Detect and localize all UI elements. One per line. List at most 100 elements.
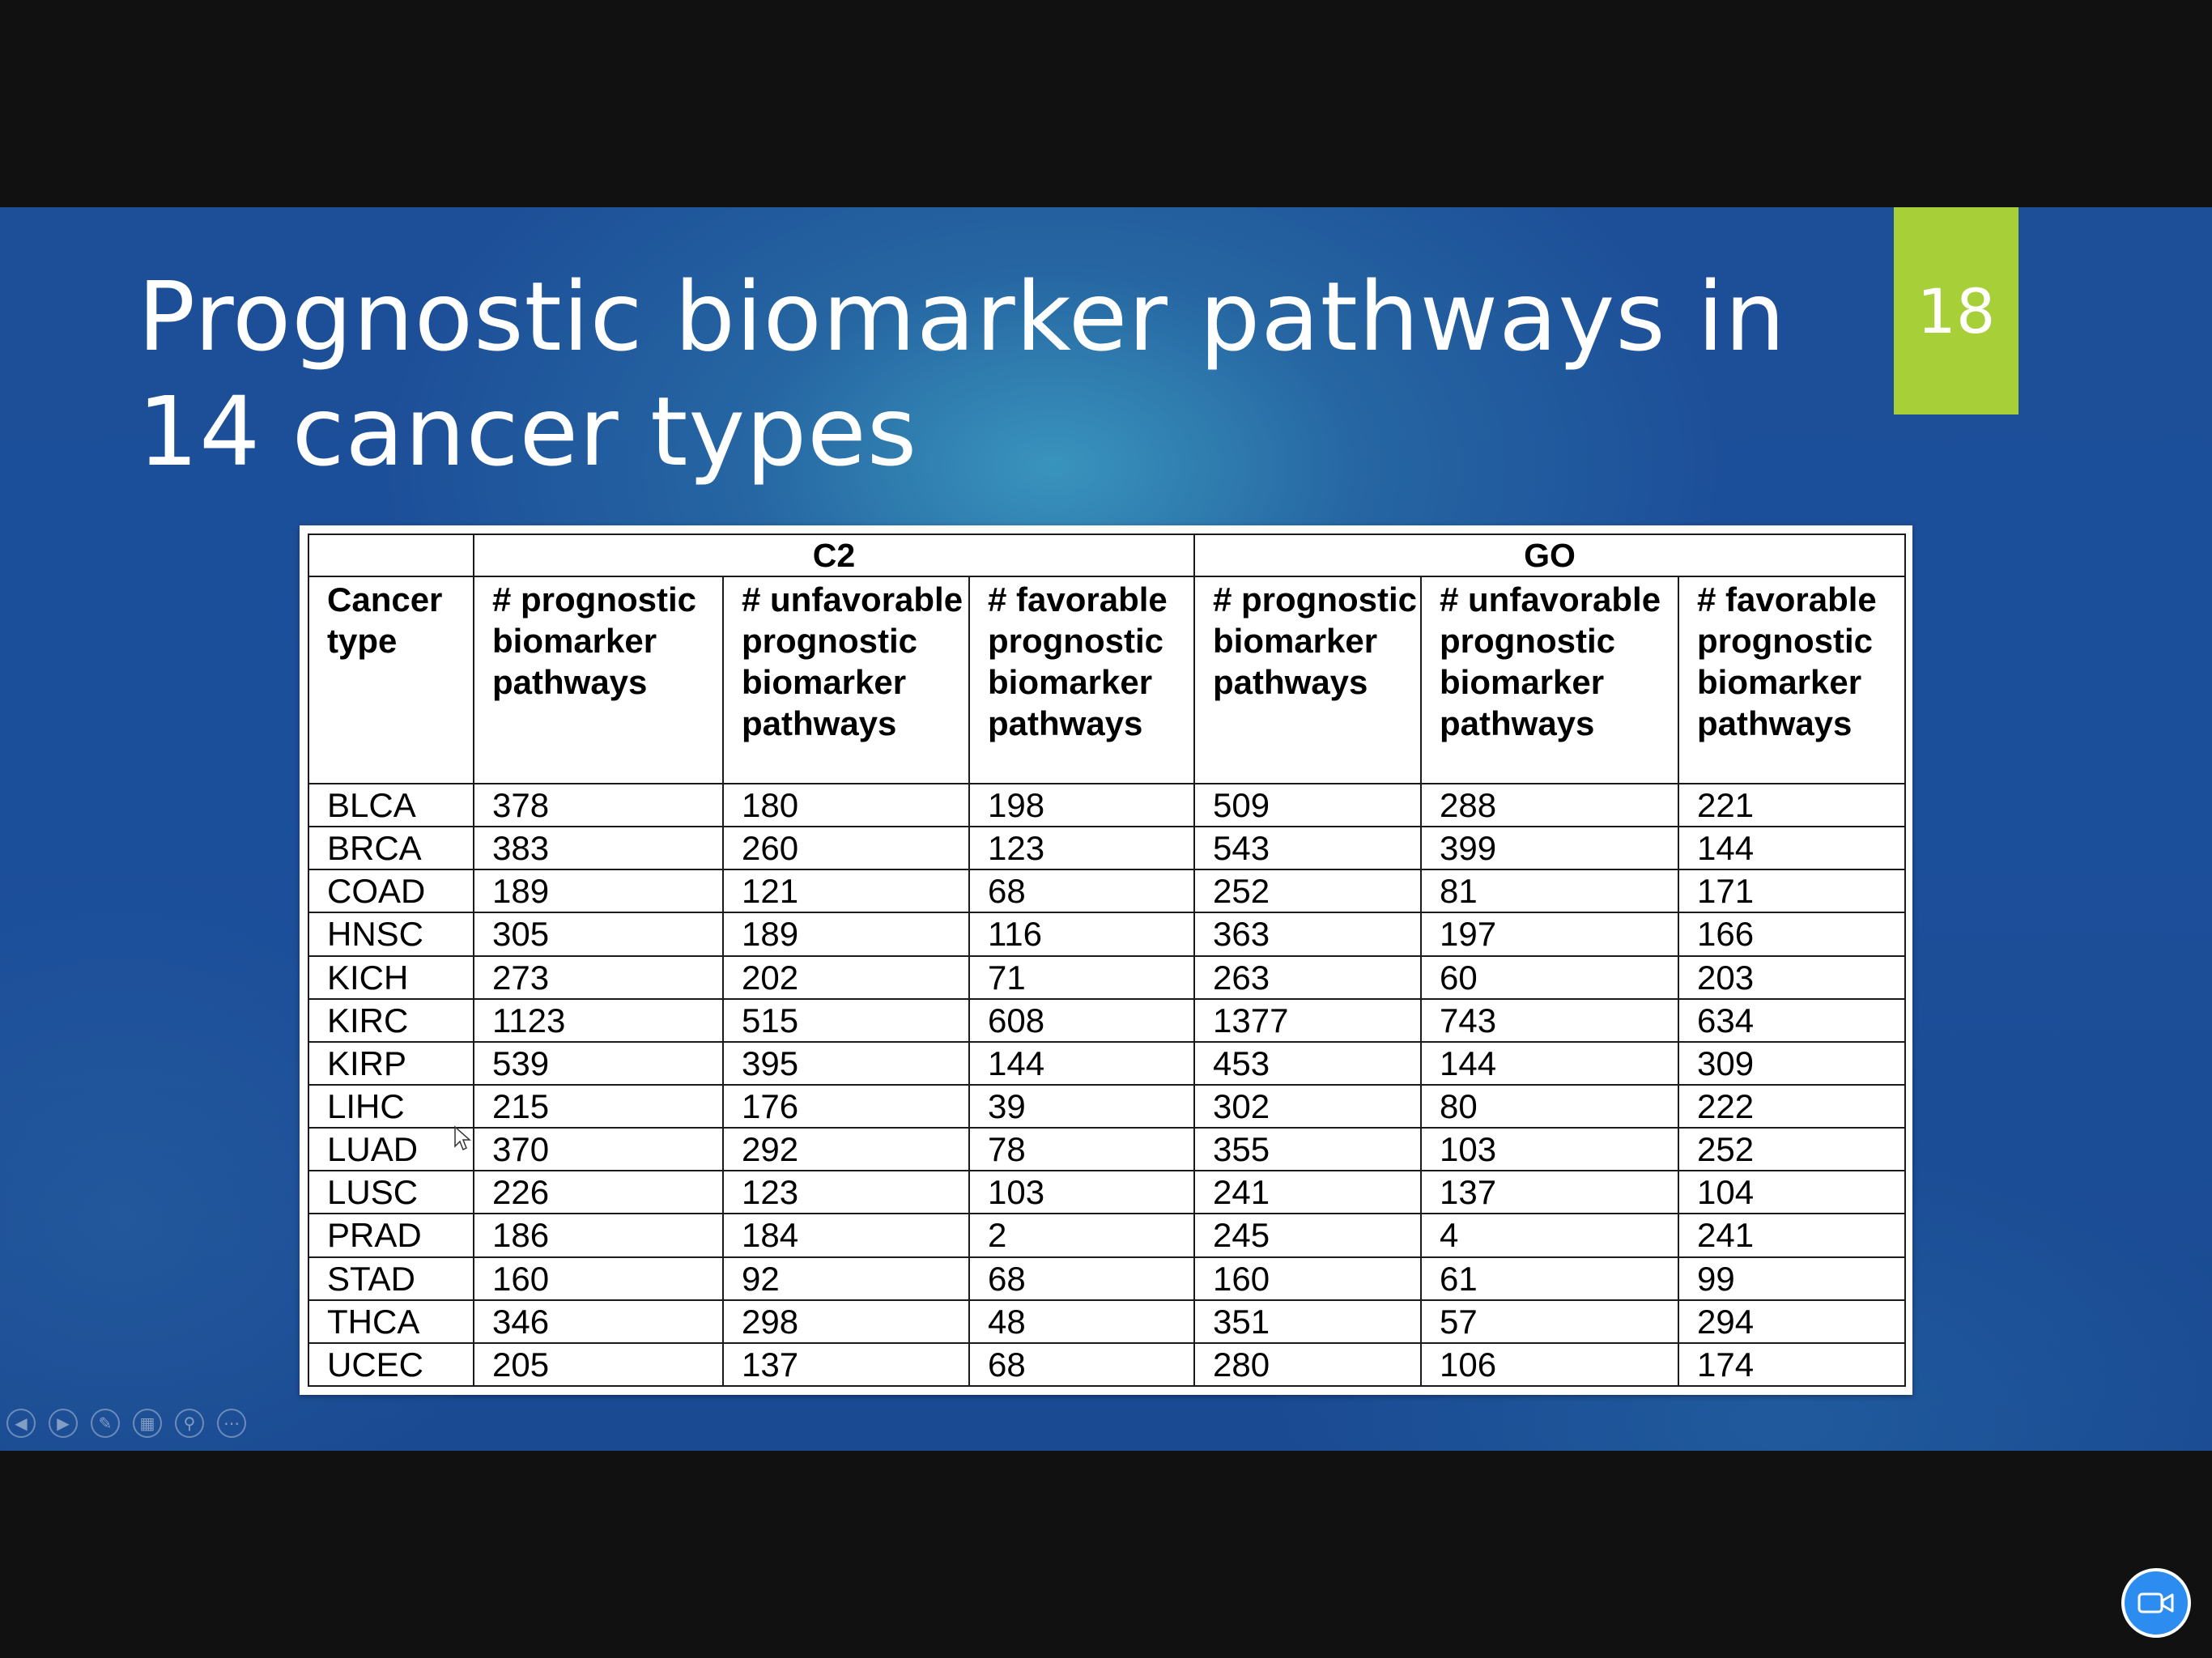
table-cell: 68 [968,1256,1195,1301]
zoom-icon[interactable]: ⚲ [175,1409,204,1438]
table-row: LIHC 215 176 39 302 80 222 [308,1083,1907,1129]
table-cell: 189 [722,912,970,957]
table-cell: 363 [1193,912,1422,957]
table-cell: 288 [1420,782,1679,828]
table-cell: 57 [1420,1299,1679,1344]
table-cell: 226 [473,1170,724,1215]
table-row: KIRP 539 395 144 453 144 309 [308,1040,1907,1086]
table-cell: 104 [1677,1170,1907,1215]
table-cell: 2 [968,1213,1195,1258]
table-row: COAD 189 121 68 252 81 171 [308,869,1907,914]
table-cell: 395 [722,1040,970,1086]
table-row: STAD 160 92 68 160 61 99 [308,1256,1907,1301]
cancer-type-cell: HNSC [308,912,474,957]
table-cell: 509 [1193,782,1422,828]
group-header-c2: C2 [473,534,1195,577]
slide-number-badge: 18 [1894,207,2018,414]
column-header: # favorable prognostic biomarker pathway… [968,576,1195,784]
next-icon[interactable]: ▶ [49,1409,78,1438]
table-cell: 189 [473,869,724,914]
table-cell: 123 [968,826,1195,871]
table-cell: 543 [1193,826,1422,871]
slides-grid-icon[interactable]: ▦ [133,1409,162,1438]
table-cell: 280 [1193,1341,1422,1388]
table-cell: 608 [968,997,1195,1043]
table-row: BRCA 383 260 123 543 399 144 [308,826,1907,871]
cancer-type-cell: LUSC [308,1170,474,1215]
table-cell: 743 [1420,997,1679,1043]
table-cell: 294 [1677,1299,1907,1344]
table-cell: 252 [1677,1127,1907,1172]
table-cell: 103 [968,1170,1195,1215]
table-row: HNSC 305 189 116 363 197 166 [308,912,1907,957]
cancer-type-cell: COAD [308,869,474,914]
cancer-type-cell: LIHC [308,1083,474,1129]
table-cell: 378 [473,782,724,828]
slide: Prognostic biomarker pathways in 14 canc… [0,207,2212,1451]
table-cell: 123 [722,1170,970,1215]
table-cell: 160 [1193,1256,1422,1301]
table-body: BLCA 378 180 198 509 288 221 BRCA 383 260 123 543 39… [308,782,1907,1388]
slide-controls-toolbar: ◀ ▶ ✎ ▦ ⚲ ⋯ [6,1409,246,1438]
pen-icon[interactable]: ✎ [91,1409,120,1438]
table-cell: 160 [473,1256,724,1301]
table-cell: 61 [1420,1256,1679,1301]
table-cell: 103 [1420,1127,1679,1172]
table-row: PRAD 186 184 2 245 4 241 [308,1213,1907,1258]
table-cell: 137 [722,1341,970,1388]
column-header: # unfavorable prognostic biomarker pathw… [1420,576,1679,784]
column-header: # favorable prognostic biomarker pathway… [1677,576,1907,784]
cancer-type-cell: LUAD [308,1127,474,1172]
cancer-type-cell: KIRC [308,997,474,1043]
table-row: KIRC 1123 515 608 1377 743 634 [308,997,1907,1043]
table-cell: 245 [1193,1213,1422,1258]
table-row: KICH 273 202 71 263 60 203 [308,954,1907,1000]
column-header: Cancer type [308,576,474,784]
table-cell: 184 [722,1213,970,1258]
table-cell: 4 [1420,1213,1679,1258]
table-cell: 215 [473,1083,724,1129]
cancer-type-cell: STAD [308,1256,474,1301]
table-cell: 221 [1677,782,1907,828]
more-icon[interactable]: ⋯ [217,1409,246,1438]
table-cell: 203 [1677,954,1907,1000]
table-row: BLCA 378 180 198 509 288 221 [308,782,1907,828]
table-cell: 263 [1193,954,1422,1000]
table-cell: 453 [1193,1040,1422,1086]
table-cell: 1377 [1193,997,1422,1043]
table-cell: 351 [1193,1299,1422,1344]
table-cell: 634 [1677,997,1907,1043]
group-header-empty [308,534,474,577]
previous-icon[interactable]: ◀ [6,1409,36,1438]
slide-title-line-2: 14 cancer types [138,376,918,487]
table-cell: 309 [1677,1040,1907,1086]
table-cell: 205 [473,1341,724,1388]
camera-button[interactable] [2121,1568,2191,1638]
table-cell: 260 [722,826,970,871]
table-cell: 166 [1677,912,1907,957]
table-cell: 121 [722,869,970,914]
video-camera-icon [2138,1592,2174,1613]
table-cell: 515 [722,997,970,1043]
table-cell: 39 [968,1083,1195,1129]
table-cell: 370 [473,1127,724,1172]
table-cell: 137 [1420,1170,1679,1215]
table-cell: 80 [1420,1083,1679,1129]
table-cell: 171 [1677,869,1907,914]
group-header-go: GO [1193,534,1907,577]
table-cell: 99 [1677,1256,1907,1301]
cancer-type-cell: KICH [308,954,474,1000]
table-cell: 144 [1677,826,1907,871]
column-header: # prognostic biomarker pathways [1193,576,1422,784]
table-row: LUSC 226 123 103 241 137 104 [308,1170,1907,1215]
table-cell: 144 [968,1040,1195,1086]
table-cell: 302 [1193,1083,1422,1129]
column-header: # unfavorable prognostic biomarker pathw… [722,576,970,784]
table-cell: 197 [1420,912,1679,957]
table-cell: 186 [473,1213,724,1258]
table-cell: 78 [968,1127,1195,1172]
table-cell: 174 [1677,1341,1907,1388]
table-row: UCEC 205 137 68 280 106 174 [308,1341,1907,1388]
table-cell: 71 [968,954,1195,1000]
table-cell: 144 [1420,1040,1679,1086]
